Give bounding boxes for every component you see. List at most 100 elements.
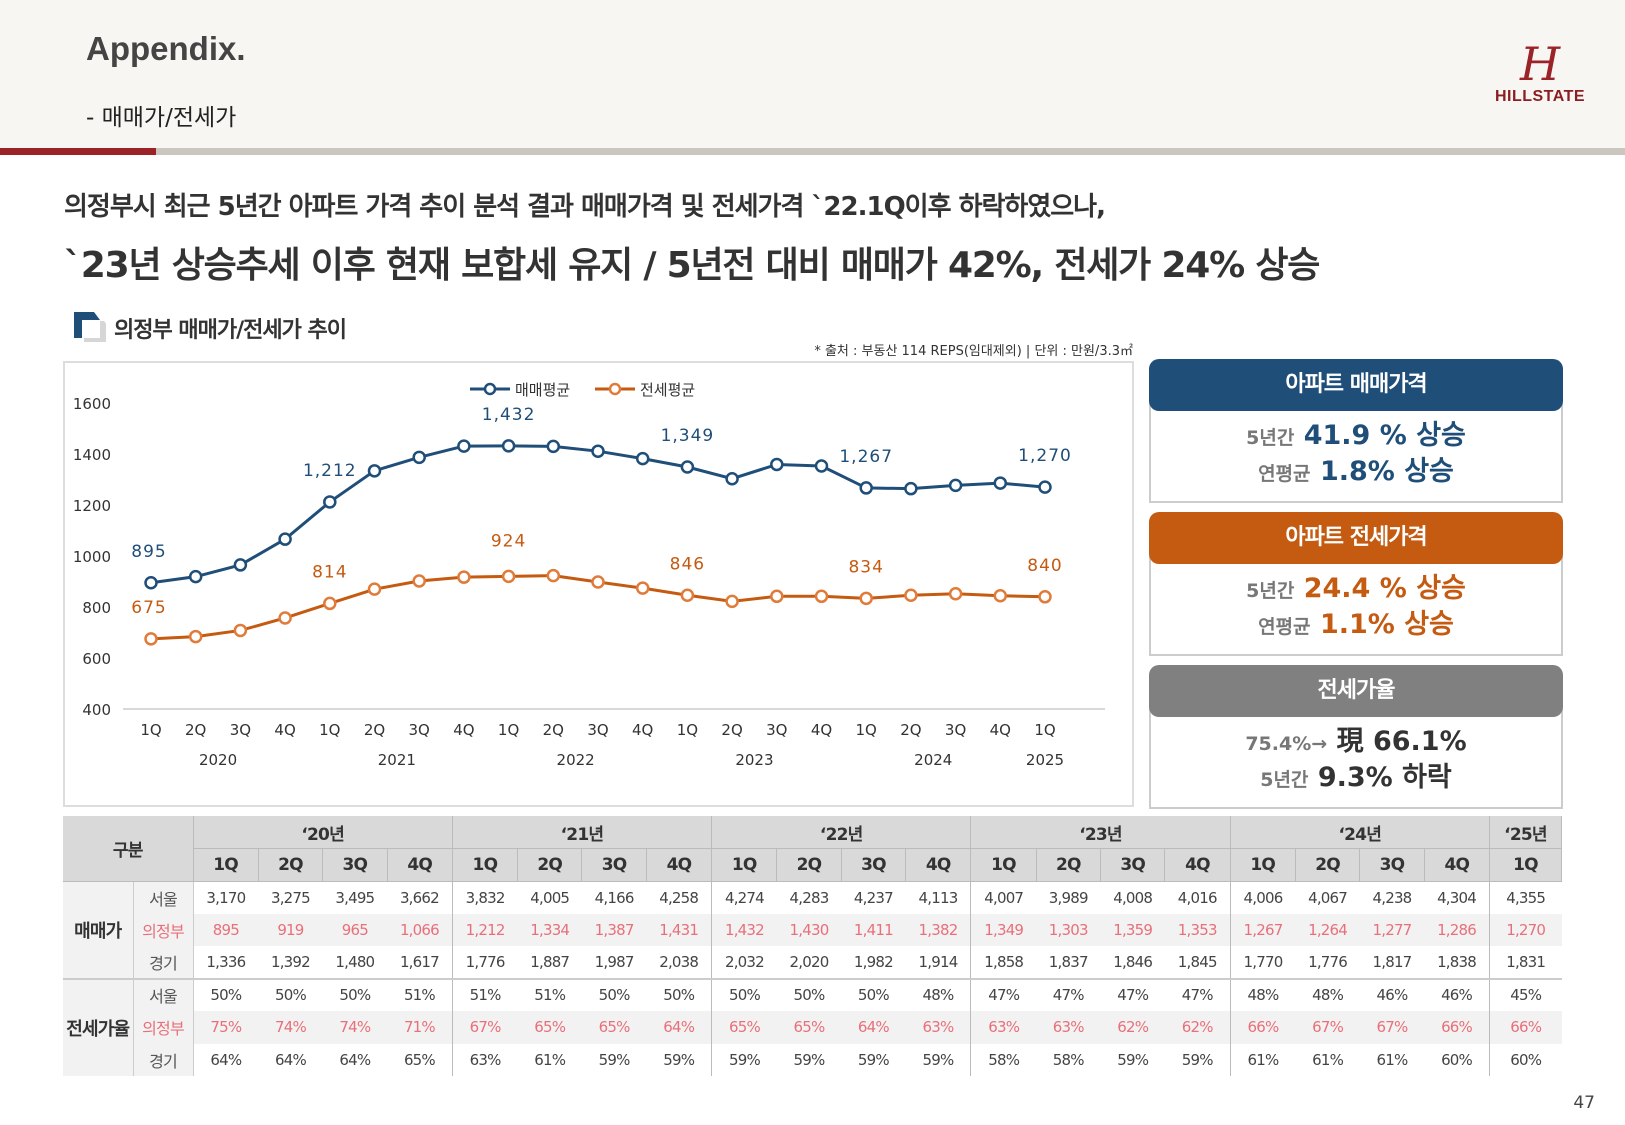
data-point [412, 574, 426, 588]
data-point [591, 444, 605, 458]
y-tick-label: 1600 [73, 395, 111, 413]
table-cell: 63% [905, 1011, 971, 1044]
table-cell: 895 [192, 913, 259, 946]
x-year-label: 2022 [557, 751, 595, 769]
x-tick-label: 4Q [274, 721, 295, 739]
data-point [546, 568, 561, 583]
price-data-table: 구분 ‘20년 ‘21년 ‘22년 ‘23년 ‘24년 ‘25년 1Q 2Q 3Q 4Q 1Q 2Q 3Q… [63, 816, 1563, 1076]
header: Appendix. - 매매가/전세가 H HILLSTATE [0, 0, 1625, 148]
data-point [412, 450, 426, 465]
table-row: 의정부 75% 74% 74% 71% 67% 65% 65% 64% 65% 65% 64% 63% 6… [63, 1011, 1562, 1044]
table-cell: 50% [646, 977, 712, 1011]
data-point [680, 588, 695, 603]
hillstate-logo: H HILLSTATE [1490, 40, 1590, 106]
data-point [680, 460, 695, 474]
row-region-label: 경기 [133, 946, 194, 979]
line-chart-svg: 400 600 800 1000 1200 1400 1600 1Q 2Q 3Q 4Q 1Q 2Q 3Q 4… [73, 381, 1105, 769]
y-tick-label: 400 [82, 701, 111, 719]
five-year-change: 24.4 % 상승 [1303, 573, 1466, 604]
data-point [635, 451, 650, 466]
legend-label: 매매평균 [515, 381, 570, 399]
data-point [859, 591, 873, 606]
table-cell: 1,359 [1100, 913, 1165, 946]
table-cell: 61% [534, 1050, 566, 1069]
table-cell: 65% [776, 1011, 842, 1044]
data-label: 840 [1027, 556, 1062, 576]
data-label: 1,212 [303, 461, 357, 481]
table-cell: 1,770 [1229, 946, 1296, 979]
data-point [904, 588, 918, 603]
data-point [859, 481, 873, 495]
x-tick-label: 1Q [319, 721, 340, 739]
row-region-label: 의정부 [133, 913, 194, 946]
legend-marker-jeonse [608, 382, 622, 396]
y-tick-label: 1000 [73, 548, 111, 566]
five-year-change: 9.3% 하락 [1317, 762, 1452, 793]
x-year-label: 2024 [914, 751, 952, 769]
table-cell: 4,238 [1372, 888, 1412, 907]
data-label: 846 [670, 554, 705, 574]
table-row: 경기 64% 64% 64% 65% 63% 61% 59% 59% 59% 59% 59% 59% 58… [63, 1043, 1562, 1076]
card-label: 5년간 [1260, 769, 1309, 791]
card-sale-price: 아파트 매매가격 5년간 41.9 % 상승 연평균 1.8% 상승 [1149, 359, 1563, 503]
section-title: 의정부 매매가/전세가 추이 [114, 318, 347, 343]
table-cell: 4,007 [970, 881, 1037, 914]
quarter-header: 2Q [1036, 848, 1101, 882]
table-cell: 3,832 [451, 881, 518, 914]
x-tick-label: 4Q [453, 721, 474, 739]
quarter-header: 3Q [322, 848, 388, 882]
table-cell: 1,264 [1295, 913, 1360, 946]
table-cell: 59% [922, 1050, 955, 1069]
table-cell: 2,032 [711, 946, 777, 979]
table-cell: 47% [1164, 977, 1231, 1011]
table-cell: 4,274 [711, 881, 777, 914]
quarter-header: 3Q [581, 848, 647, 882]
table-cell: 1,392 [270, 952, 311, 971]
table-cell: 60% [1488, 1043, 1562, 1076]
table-cell: 67% [1295, 1011, 1360, 1044]
data-label: 814 [312, 562, 347, 582]
table-cell: 45% [1488, 977, 1562, 1011]
table-corner-header: 구분 [63, 816, 194, 882]
data-label: 675 [131, 598, 166, 618]
table-cell: 60% [1441, 1050, 1473, 1069]
legend-label: 전세평균 [640, 381, 695, 399]
year-header: ‘20년 [192, 816, 453, 849]
data-label: 1,432 [482, 405, 536, 425]
quarter-header: 3Q [841, 848, 907, 882]
table-cell: 50% [581, 977, 647, 1011]
y-tick-label: 600 [82, 650, 111, 668]
table-cell: 65% [403, 1050, 436, 1069]
table-cell: 1,837 [1048, 952, 1089, 971]
table-cell: 50% [776, 977, 842, 1011]
data-point [993, 589, 1008, 603]
data-point [457, 439, 471, 453]
table-cell: 919 [258, 913, 323, 946]
data-point [367, 582, 382, 596]
data-point [1038, 590, 1052, 604]
table-cell: 46% [1424, 977, 1490, 1011]
table-cell: 4,166 [594, 888, 635, 907]
card-label: 75.4%→ [1245, 733, 1328, 755]
data-point [814, 589, 829, 604]
table-cell: 46% [1359, 977, 1425, 1011]
table-cell: 50% [192, 977, 259, 1011]
table-cell: 1,353 [1164, 913, 1231, 946]
quarter-header: 3Q [1100, 848, 1166, 882]
x-tick-label: 3Q [945, 721, 966, 739]
header-divider [0, 148, 1625, 155]
table-cell: 67% [1359, 1011, 1425, 1044]
table-cell: 1,430 [776, 913, 842, 946]
table-cell: 51% [517, 977, 582, 1011]
quarter-header: 2Q [776, 848, 842, 882]
table-cell: 59% [1117, 1050, 1149, 1069]
x-tick-label: 3Q [766, 721, 787, 739]
table-cell: 1,411 [841, 913, 906, 946]
x-tick-label: 1Q [1034, 721, 1055, 739]
table-cell: 62% [1100, 1011, 1165, 1044]
table-cell: 48% [1229, 977, 1296, 1011]
row-region-label: 서울 [133, 881, 194, 914]
table-cell: 4,008 [1113, 888, 1153, 907]
quarter-header: 1Q [970, 848, 1037, 882]
table-cell: 965 [322, 913, 388, 946]
